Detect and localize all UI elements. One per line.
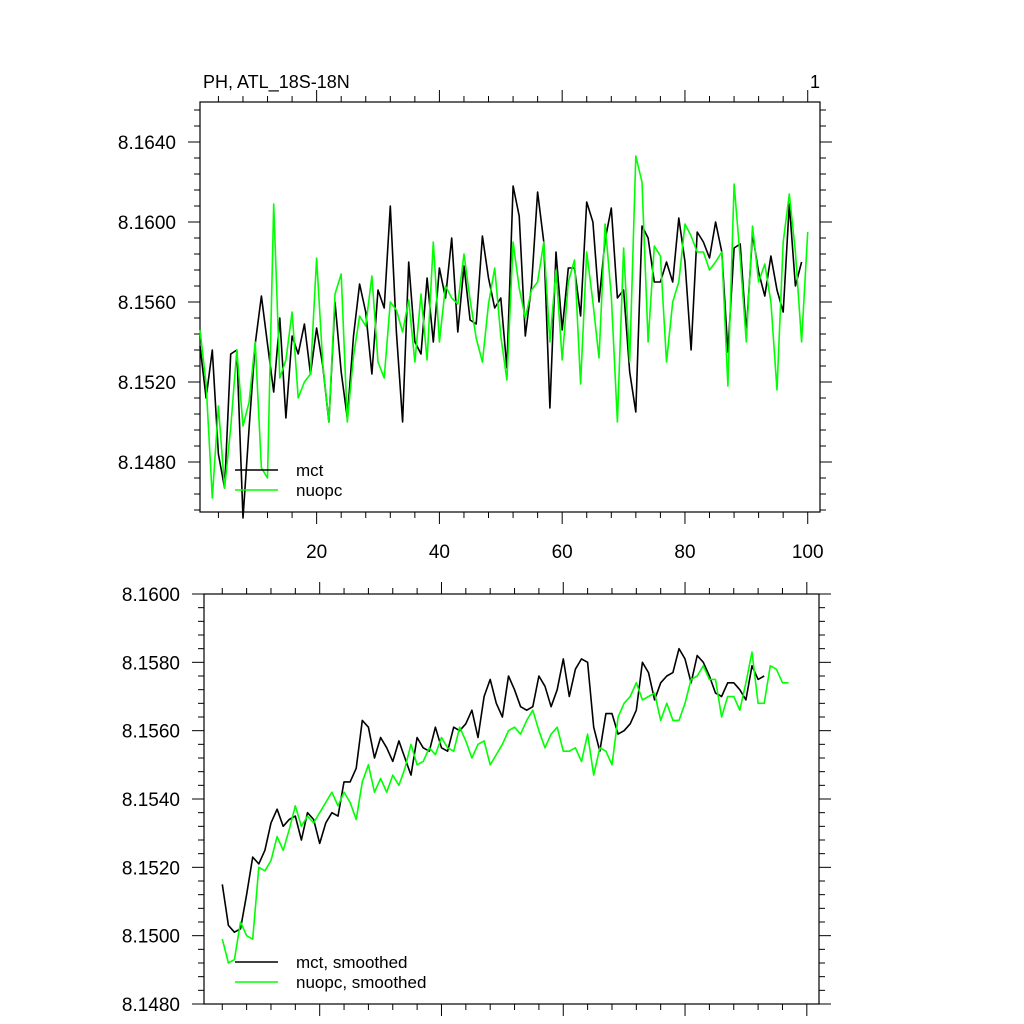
series-line-nuopc-smoothed (221, 651, 789, 964)
y-tick-label: 8.1560 (122, 722, 180, 743)
y-tick-label: 8.1580 (122, 653, 180, 674)
legend-mct-label: mct (296, 461, 324, 480)
y-tick-label: 8.1540 (122, 790, 180, 811)
y-tick-label: 8.1600 (122, 585, 180, 606)
x-tick-label: 60 (552, 542, 573, 563)
y-tick-label: 8.1640 (118, 133, 176, 154)
top-legend: mct nuopc (235, 461, 343, 500)
top-panel-number: 1 (810, 72, 820, 92)
y-tick-label: 8.1480 (118, 453, 176, 474)
series-line-mct (199, 185, 803, 519)
top-tick-labels: 8.1480 8.1520 8.1560 8.1600 8.1640 20 40 60 80 10… (118, 133, 824, 563)
top-axis-ticks (188, 90, 832, 524)
bottom-series-group (221, 647, 789, 964)
top-plot-frame (199, 101, 821, 513)
x-tick-label: 20 (306, 542, 327, 563)
series-line-mct-smoothed (221, 647, 765, 934)
top-chart-title: PH, ATL_18S-18N (203, 72, 350, 93)
bottom-axis-ticks (192, 582, 831, 1016)
bottom-panel: 8.1480 8.1500 8.1520 8.1540 8.1560 8.1580 8.16… (122, 582, 831, 1016)
bottom-tick-labels: 8.1480 8.1500 8.1520 8.1540 8.1560 8.1580 8.16… (122, 585, 180, 1016)
x-tick-label: 100 (792, 542, 824, 563)
y-tick-label: 8.1600 (118, 213, 176, 234)
y-tick-label: 8.1520 (122, 858, 180, 879)
bottom-legend: mct, smoothed nuopc, smoothed (235, 953, 426, 992)
y-tick-label: 8.1560 (118, 293, 176, 314)
y-tick-label: 8.1520 (118, 373, 176, 394)
top-panel: 8.1480 8.1520 8.1560 8.1600 8.1640 20 40 60 80 10… (118, 72, 832, 563)
legend-mct-smoothed-label: mct, smoothed (296, 953, 408, 972)
x-tick-label: 80 (674, 542, 695, 563)
y-tick-label: 8.1480 (122, 995, 180, 1016)
legend-nuopc-label: nuopc (296, 481, 343, 500)
y-tick-label: 8.1500 (122, 927, 180, 948)
top-series-group (199, 155, 809, 519)
x-tick-label: 40 (429, 542, 450, 563)
bottom-plot-frame (203, 593, 820, 1005)
series-line-nuopc (199, 155, 809, 499)
legend-nuopc-smoothed-label: nuopc, smoothed (296, 973, 426, 992)
